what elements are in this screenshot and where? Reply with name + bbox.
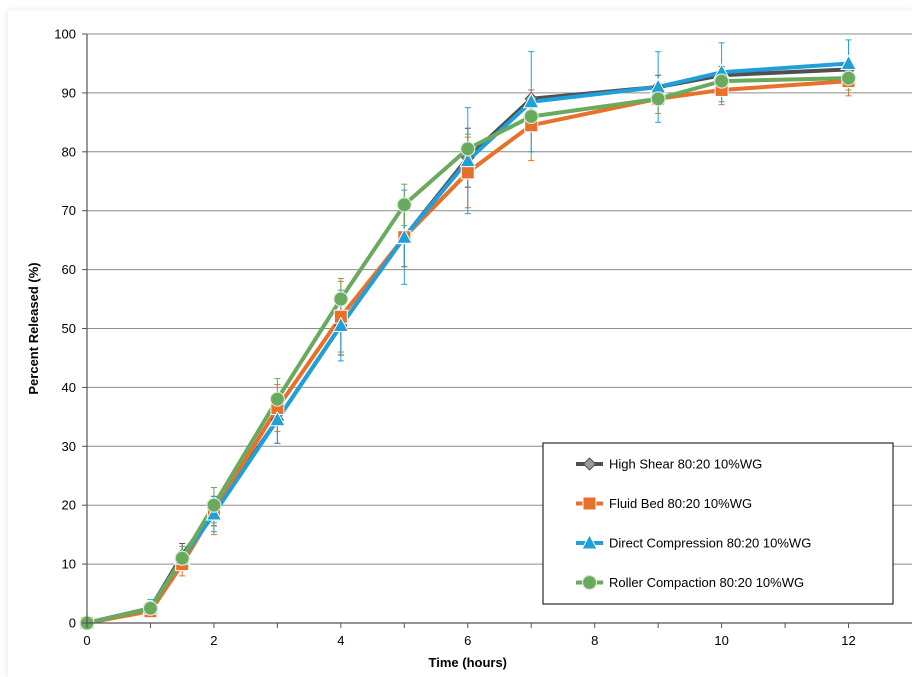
- data-point: [269, 410, 286, 427]
- legend-marker: [581, 533, 598, 550]
- y-tick-label: 40: [62, 380, 76, 395]
- data-point: [205, 504, 223, 521]
- y-tick-label: 60: [62, 262, 76, 277]
- data-point: [650, 91, 666, 107]
- axes: [82, 33, 912, 628]
- data-point: [269, 391, 285, 407]
- tick-labels: 0 10 20 30 40 50 60 70 80 90 100 0 2 4 6 8 10 12: [54, 27, 855, 649]
- legend-label: High Shear 80:20 10%WG: [609, 457, 762, 472]
- x-tick-label: 6: [464, 633, 471, 648]
- y-tick-label: 30: [62, 439, 76, 454]
- x-tick-label: 10: [714, 633, 728, 648]
- y-tick-label: 50: [62, 321, 76, 336]
- data-point: [332, 316, 350, 333]
- legend-label: Roller Compaction 80:20 10%WG: [609, 575, 804, 590]
- x-tick-label: 0: [83, 633, 90, 648]
- data-point: [459, 151, 477, 168]
- y-tick-label: 10: [62, 557, 76, 572]
- y-tick-label: 100: [54, 27, 76, 42]
- legend-label: Direct Compression 80:20 10%WG: [609, 536, 811, 551]
- data-point: [523, 108, 539, 125]
- x-tick-label: 8: [591, 633, 598, 648]
- y-axis-title: Percent Released (%): [26, 262, 41, 394]
- data-point: [174, 550, 190, 566]
- x-axis-title: Time (hours): [429, 655, 508, 670]
- y-tick-label: 90: [62, 85, 76, 100]
- y-tick-label: 70: [62, 203, 76, 218]
- x-tick-label: 12: [841, 633, 855, 648]
- data-point: [522, 92, 540, 109]
- legend-marker: [582, 457, 597, 471]
- data-point: [395, 228, 413, 244]
- series-markers: [78, 54, 857, 631]
- data-point: [840, 54, 857, 70]
- y-tick-label: 80: [62, 144, 76, 159]
- data-point: [460, 141, 476, 157]
- y-tick-label: 20: [62, 498, 76, 513]
- data-point: [396, 197, 412, 213]
- legend: High Shear 80:20 10%WG Fluid Bed 80:20 10…: [542, 442, 894, 605]
- data-point: [840, 70, 857, 86]
- grid-lines: [87, 33, 912, 565]
- data-point: [333, 291, 349, 307]
- y-tick-label: 0: [69, 616, 76, 631]
- legend-marker: [582, 496, 597, 511]
- data-point: [460, 165, 475, 180]
- legend-box: [542, 442, 894, 605]
- legend-marker: [581, 574, 598, 591]
- x-tick-label: 2: [210, 633, 217, 648]
- legend-label: Fluid Bed 80:20 10%WG: [609, 496, 752, 511]
- data-point: [142, 600, 159, 616]
- data-point: [714, 73, 730, 89]
- data-point: [206, 497, 222, 513]
- x-tick-label: 4: [337, 633, 344, 648]
